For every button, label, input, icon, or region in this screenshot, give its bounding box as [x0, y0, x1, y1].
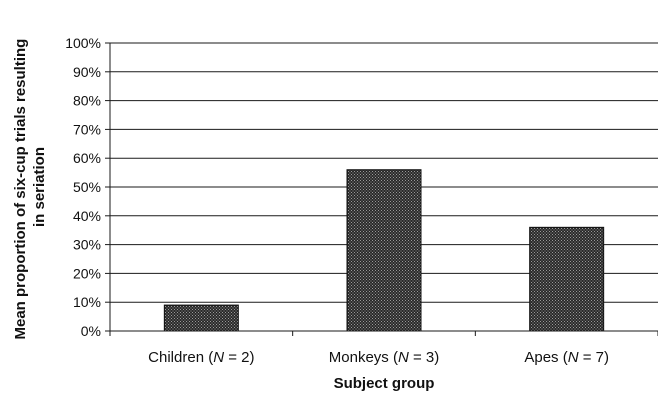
y-tick-label: 70%: [73, 121, 101, 137]
y-tick-label: 20%: [73, 265, 101, 281]
x-axis-categories: Children (N = 2) Monkeys (N = 3) Apes (N =…: [109, 331, 658, 366]
bar: [163, 304, 239, 332]
y-axis-ticks: 0% 10% 20% 30% 40% 50% 60% 70% 80% 90% 100%: [65, 35, 110, 339]
x-category-label: Monkeys (N = 3): [329, 349, 439, 366]
x-category-label: Apes (N = 7): [524, 349, 609, 366]
bar: [529, 226, 605, 332]
bar: [346, 169, 422, 332]
x-axis-title: Subject group: [334, 375, 435, 392]
y-tick-label: 100%: [65, 35, 101, 51]
y-tick-label: 60%: [73, 150, 101, 166]
bars: [163, 169, 605, 332]
y-tick-label: 0%: [81, 323, 101, 339]
y-tick-label: 90%: [73, 64, 101, 80]
y-axis-title-line-2: in seriation: [31, 147, 48, 227]
y-tick-label: 80%: [73, 93, 101, 109]
y-tick-label: 40%: [73, 208, 101, 224]
y-axis-title-line-1: Mean proportion of six-cup trials result…: [12, 39, 29, 340]
y-tick-label: 10%: [73, 294, 101, 310]
y-tick-label: 30%: [73, 237, 101, 253]
y-tick-label: 50%: [73, 179, 101, 195]
x-category-label: Children (N = 2): [148, 349, 254, 366]
y-axis-title: Mean proportion of six-cup trials result…: [12, 34, 48, 339]
